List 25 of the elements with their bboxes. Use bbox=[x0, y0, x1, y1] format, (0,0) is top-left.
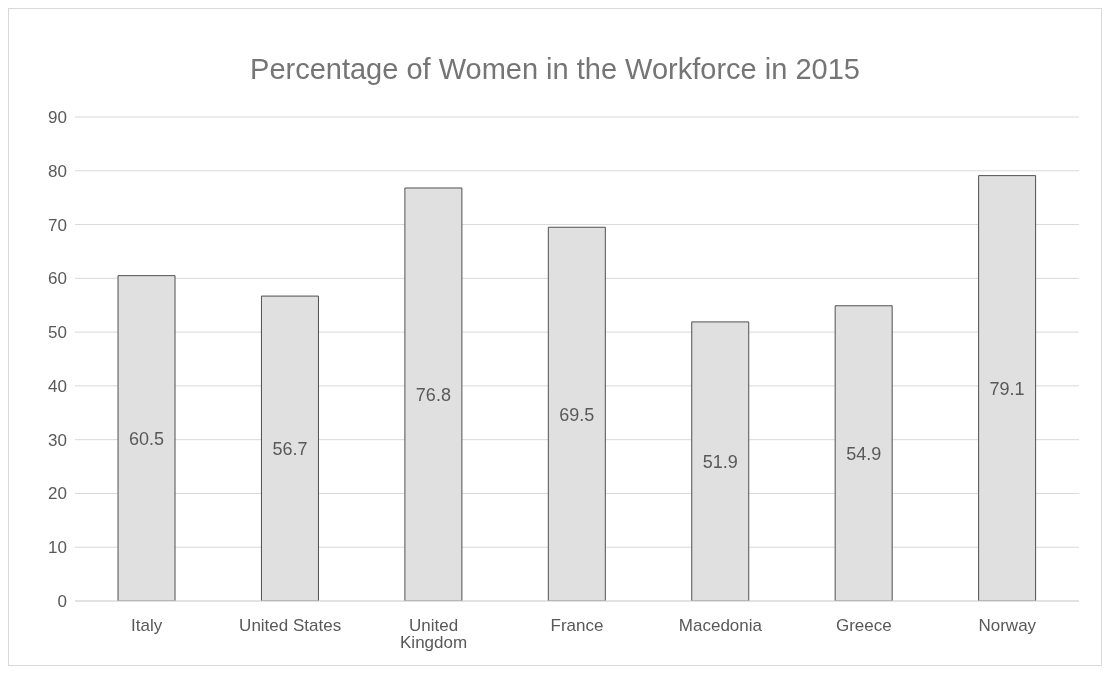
y-tick-label: 90 bbox=[48, 108, 67, 128]
x-tick-label: Greece bbox=[835, 616, 892, 636]
data-label: 60.5 bbox=[129, 428, 165, 449]
y-tick-label: 70 bbox=[48, 215, 67, 235]
data-label: 56.7 bbox=[272, 438, 308, 459]
x-tick-label: Macedonia bbox=[678, 616, 763, 636]
x-tick-label: France bbox=[550, 616, 604, 636]
data-label: 69.5 bbox=[559, 404, 595, 425]
x-tick-label: Norway bbox=[978, 616, 1037, 636]
data-label: 76.8 bbox=[415, 384, 451, 405]
y-tick-label: 30 bbox=[48, 430, 67, 450]
x-tick-label: United Kingdom bbox=[400, 616, 468, 653]
y-tick-label: 10 bbox=[48, 538, 67, 558]
chart-title: Percentage of Women in the Workforce in 2015 bbox=[249, 53, 861, 87]
y-tick-label: 0 bbox=[57, 592, 67, 612]
data-label: 54.9 bbox=[846, 443, 882, 464]
y-tick-label: 50 bbox=[48, 323, 67, 343]
y-tick-label: 20 bbox=[48, 484, 67, 504]
y-tick-label: 40 bbox=[48, 376, 67, 396]
y-tick-label: 60 bbox=[48, 269, 67, 289]
x-tick-label: Italy bbox=[131, 616, 163, 636]
data-label: 79.1 bbox=[989, 378, 1025, 399]
y-tick-label: 80 bbox=[48, 161, 67, 181]
data-label: 51.9 bbox=[702, 451, 738, 472]
x-tick-label: United States bbox=[239, 616, 342, 636]
